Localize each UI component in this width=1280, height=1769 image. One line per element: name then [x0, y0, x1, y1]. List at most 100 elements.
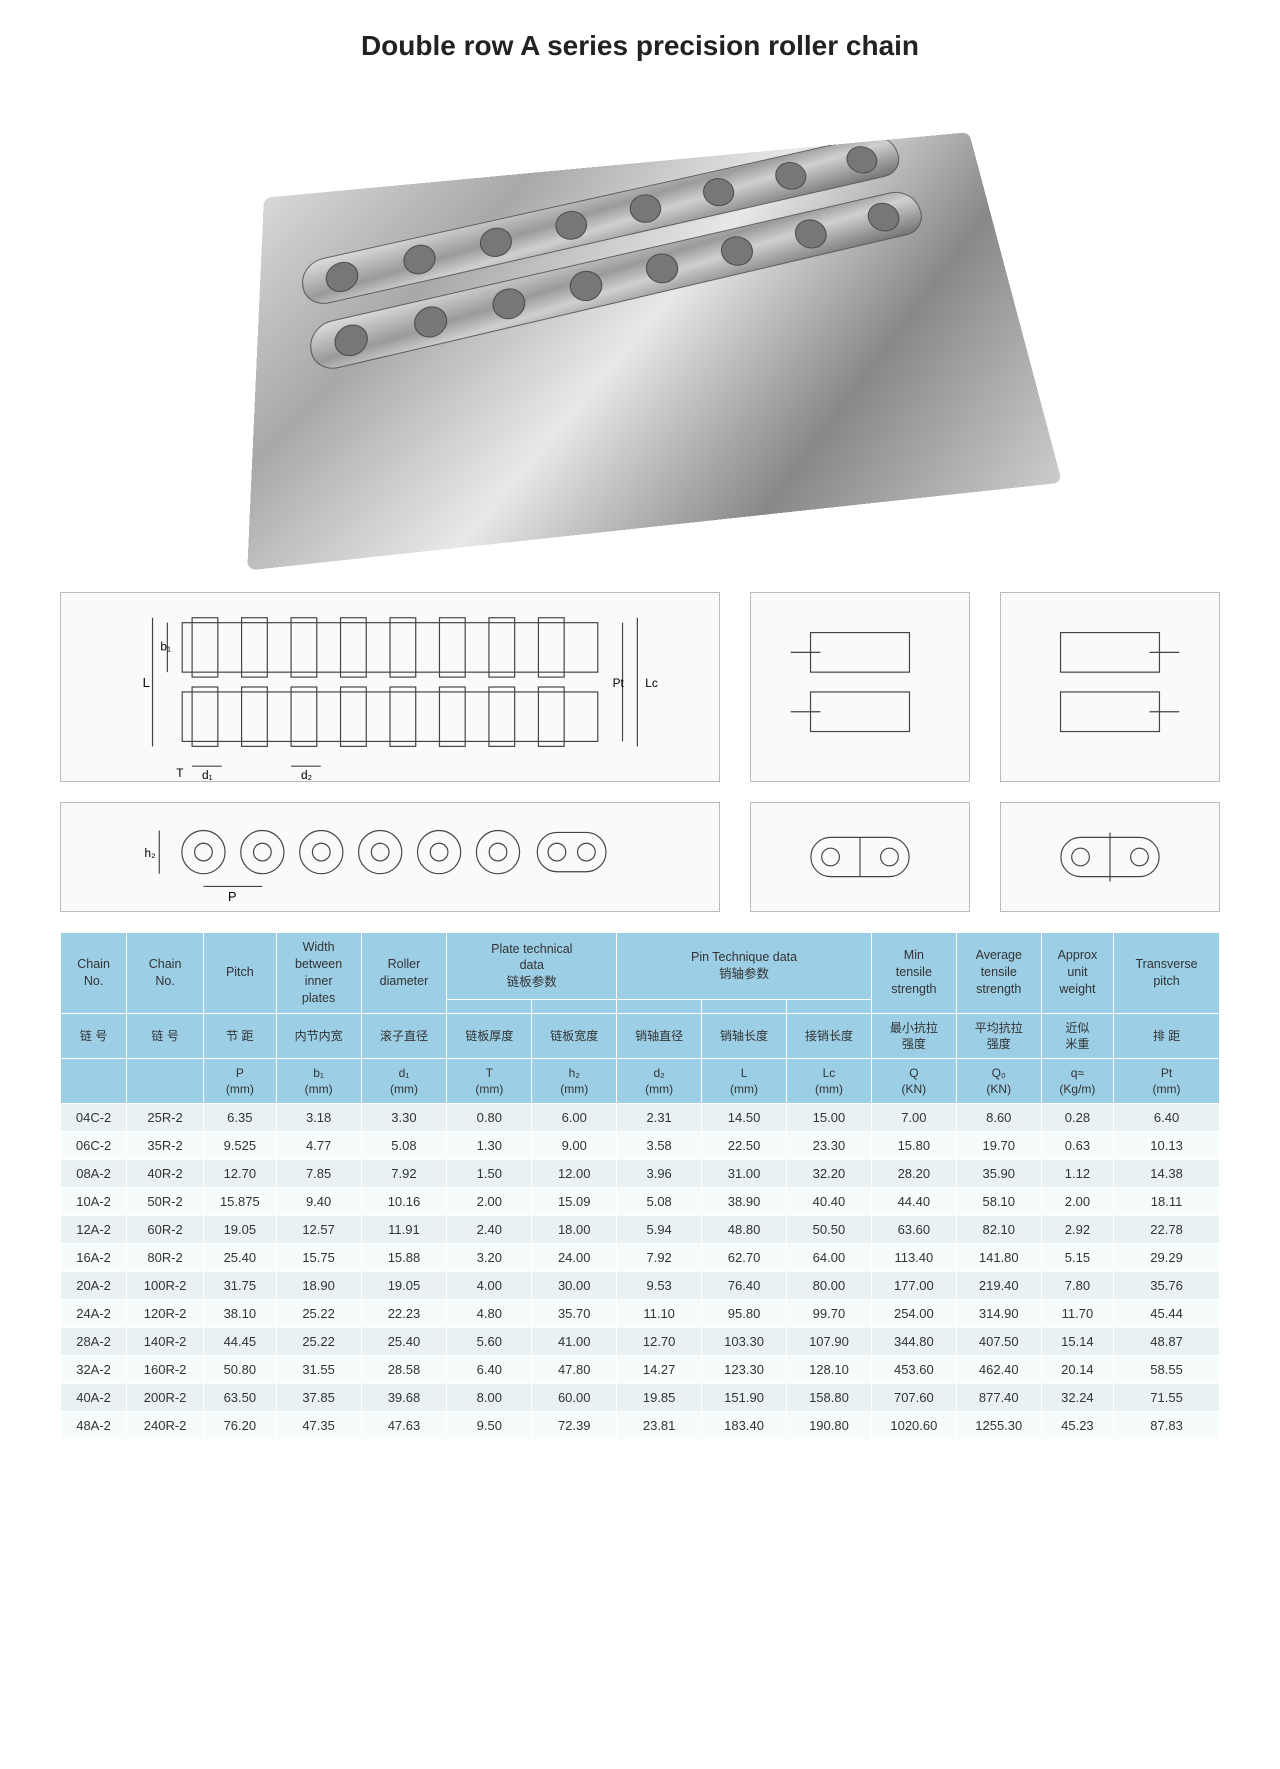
table-cell: 5.08 — [361, 1132, 447, 1160]
table-cell: 12.00 — [532, 1160, 617, 1188]
table-cell: 3.96 — [617, 1160, 702, 1188]
th-pinD-sub — [617, 999, 702, 1013]
table-cell: 10A-2 — [61, 1188, 127, 1216]
table-cell: 40R-2 — [127, 1160, 204, 1188]
table-cell: 6.00 — [532, 1104, 617, 1132]
table-cell: 23.81 — [617, 1412, 702, 1440]
table-row: 48A-2240R-276.2047.3547.639.5072.3923.81… — [61, 1412, 1220, 1440]
th-plateT-sub — [447, 999, 532, 1013]
th-unit-0 — [61, 1058, 127, 1103]
table-cell: 31.00 — [702, 1160, 787, 1188]
th-cn-6: 链板宽度 — [532, 1013, 617, 1058]
table-cell: 18.90 — [276, 1272, 361, 1300]
table-cell: 9.40 — [276, 1188, 361, 1216]
table-cell: 35.70 — [532, 1300, 617, 1328]
th-cn-2: 节 距 — [204, 1013, 277, 1058]
table-cell: 141.80 — [956, 1244, 1041, 1272]
table-cell: 9.525 — [204, 1132, 277, 1160]
table-cell: 10.13 — [1114, 1132, 1220, 1160]
table-cell: 80.00 — [787, 1272, 872, 1300]
th-cn-9: 接销长度 — [787, 1013, 872, 1058]
table-cell: 48A-2 — [61, 1412, 127, 1440]
th-pitch: Pitch — [204, 933, 277, 1014]
th-width: Widthbetweeninnerplates — [276, 933, 361, 1014]
table-cell: 4.00 — [447, 1272, 532, 1300]
diagram-link-1 — [750, 802, 970, 912]
table-cell: 62.70 — [702, 1244, 787, 1272]
table-cell: 7.85 — [276, 1160, 361, 1188]
table-cell: 183.40 — [702, 1412, 787, 1440]
table-cell: 48.87 — [1114, 1328, 1220, 1356]
table-cell: 254.00 — [871, 1300, 956, 1328]
table-cell: 9.50 — [447, 1412, 532, 1440]
spec-table: ChainNo. ChainNo. Pitch Widthbetweeninne… — [60, 932, 1220, 1440]
th-cn-8: 销轴长度 — [702, 1013, 787, 1058]
th-chain1: ChainNo. — [61, 933, 127, 1014]
table-row: 40A-2200R-263.5037.8539.688.0060.0019.85… — [61, 1384, 1220, 1412]
table-cell: 29.29 — [1114, 1244, 1220, 1272]
table-row: 12A-260R-219.0512.5711.912.4018.005.9448… — [61, 1216, 1220, 1244]
th-chain2: ChainNo. — [127, 933, 204, 1014]
table-cell: 123.30 — [702, 1356, 787, 1384]
table-cell: 0.80 — [447, 1104, 532, 1132]
table-cell: 707.60 — [871, 1384, 956, 1412]
table-cell: 35R-2 — [127, 1132, 204, 1160]
spec-table-head: ChainNo. ChainNo. Pitch Widthbetweeninne… — [61, 933, 1220, 1104]
table-cell: 87.83 — [1114, 1412, 1220, 1440]
table-cell: 32.24 — [1041, 1384, 1113, 1412]
header-row-en: ChainNo. ChainNo. Pitch Widthbetweeninne… — [61, 933, 1220, 1000]
table-row: 16A-280R-225.4015.7515.883.2024.007.9262… — [61, 1244, 1220, 1272]
table-row: 24A-2120R-238.1025.2222.234.8035.7011.10… — [61, 1300, 1220, 1328]
diagram-side-view-1 — [750, 592, 970, 782]
table-cell: 9.53 — [617, 1272, 702, 1300]
table-cell: 10.16 — [361, 1188, 447, 1216]
th-pinL-sub — [702, 999, 787, 1013]
table-cell: 240R-2 — [127, 1412, 204, 1440]
th-plate-group: Plate technicaldata链板参数 — [447, 933, 617, 1000]
table-cell: 190.80 — [787, 1412, 872, 1440]
table-cell: 45.44 — [1114, 1300, 1220, 1328]
table-cell: 2.40 — [447, 1216, 532, 1244]
table-cell: 31.55 — [276, 1356, 361, 1384]
table-cell: 120R-2 — [127, 1300, 204, 1328]
table-cell: 3.58 — [617, 1132, 702, 1160]
table-cell: 6.35 — [204, 1104, 277, 1132]
th-unit-2: P(mm) — [204, 1058, 277, 1103]
table-cell: 1.30 — [447, 1132, 532, 1160]
dim-T: T — [176, 766, 183, 780]
table-cell: 15.875 — [204, 1188, 277, 1216]
diagram-top-svg: L b₁ Pt Lc T d₁ d₂ — [61, 593, 719, 781]
table-cell: 95.80 — [702, 1300, 787, 1328]
header-row-unit: P(mm) b₁(mm) d₁(mm) T(mm) h₂(mm) d₂(mm) … — [61, 1058, 1220, 1103]
th-cn-1: 链 号 — [127, 1013, 204, 1058]
dim-d1: d₁ — [202, 768, 213, 781]
table-cell: 16A-2 — [61, 1244, 127, 1272]
th-unit-7: d₂(mm) — [617, 1058, 702, 1103]
table-cell: 1020.60 — [871, 1412, 956, 1440]
table-cell: 18.00 — [532, 1216, 617, 1244]
th-unit-9: Lc(mm) — [787, 1058, 872, 1103]
table-cell: 5.60 — [447, 1328, 532, 1356]
table-cell: 3.30 — [361, 1104, 447, 1132]
table-cell: 63.50 — [204, 1384, 277, 1412]
diagram-top-view: L b₁ Pt Lc T d₁ d₂ — [60, 592, 720, 782]
table-cell: 48.80 — [702, 1216, 787, 1244]
table-cell: 58.55 — [1114, 1356, 1220, 1384]
table-cell: 107.90 — [787, 1328, 872, 1356]
table-cell: 08A-2 — [61, 1160, 127, 1188]
table-cell: 219.40 — [956, 1272, 1041, 1300]
product-photo-placeholder — [247, 132, 1062, 570]
table-cell: 9.00 — [532, 1132, 617, 1160]
page: Double row A series precision roller cha… — [0, 0, 1280, 1480]
table-cell: 76.40 — [702, 1272, 787, 1300]
table-cell: 04C-2 — [61, 1104, 127, 1132]
table-cell: 22.23 — [361, 1300, 447, 1328]
table-cell: 2.31 — [617, 1104, 702, 1132]
table-cell: 5.08 — [617, 1188, 702, 1216]
table-cell: 100R-2 — [127, 1272, 204, 1300]
dim-h2: h₂ — [145, 847, 156, 860]
table-row: 08A-240R-212.707.857.921.5012.003.9631.0… — [61, 1160, 1220, 1188]
table-cell: 8.60 — [956, 1104, 1041, 1132]
chain-photo-svg — [247, 132, 1062, 570]
table-cell: 14.38 — [1114, 1160, 1220, 1188]
